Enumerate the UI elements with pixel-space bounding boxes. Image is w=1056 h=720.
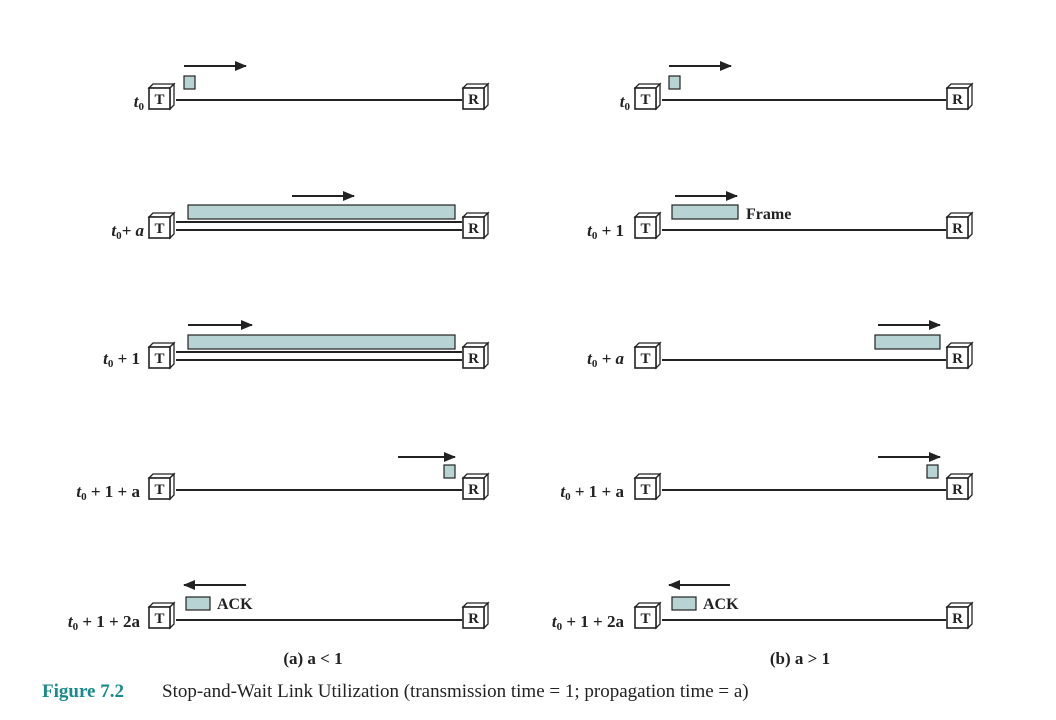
row-a1: t0 bbox=[134, 61, 462, 113]
panel-b-caption: (b) a > 1 bbox=[770, 649, 830, 668]
time-label: t0 + 1 bbox=[103, 349, 140, 370]
time-label: t0+ a bbox=[111, 221, 144, 242]
time-label: t0 + 1 + 2a bbox=[68, 612, 141, 633]
receiver-box-label: R bbox=[468, 611, 479, 627]
frame-packet bbox=[874, 334, 941, 350]
receiver-box-label: R bbox=[952, 611, 963, 627]
time-label: t0 + 1 + a bbox=[76, 482, 140, 503]
transmitter-box-label: T bbox=[154, 92, 164, 108]
ack-packet bbox=[185, 596, 211, 611]
receiver-box: R bbox=[461, 472, 490, 501]
receiver-box-label: R bbox=[468, 92, 479, 108]
receiver-box-label: R bbox=[952, 92, 963, 108]
row-a2: t0+ a bbox=[111, 191, 462, 242]
receiver-box: R bbox=[945, 82, 974, 111]
transmitter-box-label: T bbox=[154, 482, 164, 498]
transmitter-box: T bbox=[633, 82, 662, 111]
receiver-box-label: R bbox=[468, 351, 479, 367]
transmitter-box: T bbox=[633, 601, 662, 630]
row-b1: t0 bbox=[620, 61, 946, 113]
receiver-box: R bbox=[945, 601, 974, 630]
transmitter-box: T bbox=[147, 601, 176, 630]
frame-label: Frame bbox=[746, 206, 791, 223]
time-label: t0 bbox=[620, 92, 631, 113]
transmitter-box-label: T bbox=[640, 221, 650, 237]
receiver-box-label: R bbox=[952, 221, 963, 237]
transmitter-box-label: T bbox=[640, 92, 650, 108]
transmitter-box-label: T bbox=[154, 221, 164, 237]
frame-packet bbox=[443, 464, 456, 479]
ack-packet bbox=[671, 596, 697, 611]
time-label: t0 + 1 bbox=[587, 221, 624, 242]
transmitter-box-label: T bbox=[640, 482, 650, 498]
receiver-box-label: R bbox=[952, 351, 963, 367]
row-a3: t0 + 1 bbox=[103, 320, 462, 370]
time-label: t0 + a bbox=[587, 349, 624, 370]
row-a5: t0 + 1 + 2a ACK bbox=[68, 580, 462, 633]
station-boxes: T R T R T R T R T R T R T R T R T R T R bbox=[147, 82, 974, 630]
transmitter-box: T bbox=[633, 472, 662, 501]
receiver-box: R bbox=[461, 82, 490, 111]
panel-b: t0 t0 + 1 Frame t0 + a t0 + 1 + a bbox=[552, 61, 946, 668]
panel-a: t0 t0+ a t0 + 1 t0 + 1 + a bbox=[68, 61, 462, 668]
transmitter-box-label: T bbox=[154, 611, 164, 627]
receiver-box-label: R bbox=[468, 482, 479, 498]
receiver-box-label: R bbox=[468, 221, 479, 237]
time-label: t0 + 1 + a bbox=[560, 482, 624, 503]
row-b2: t0 + 1 Frame bbox=[587, 191, 946, 242]
frame-packet bbox=[668, 75, 681, 90]
transmitter-box: T bbox=[633, 341, 662, 370]
receiver-box: R bbox=[461, 601, 490, 630]
receiver-box: R bbox=[945, 341, 974, 370]
row-b4: t0 + 1 + a bbox=[560, 452, 946, 503]
frame-packet bbox=[187, 204, 456, 220]
receiver-box: R bbox=[461, 341, 490, 370]
transmitter-box: T bbox=[147, 211, 176, 240]
frame-packet bbox=[671, 204, 739, 220]
figure-number: Figure 7.2 bbox=[42, 681, 124, 702]
frame-packet bbox=[187, 334, 456, 350]
receiver-box: R bbox=[461, 211, 490, 240]
transmitter-box: T bbox=[633, 211, 662, 240]
transmitter-box: T bbox=[147, 82, 176, 111]
frame-packet bbox=[926, 464, 939, 479]
row-b5: t0 + 1 + 2a ACK bbox=[552, 580, 946, 633]
transmitter-box-label: T bbox=[154, 351, 164, 367]
ack-label: ACK bbox=[217, 596, 253, 613]
frame-packet bbox=[183, 75, 196, 90]
receiver-box: R bbox=[945, 211, 974, 240]
row-a4: t0 + 1 + a bbox=[76, 452, 462, 503]
transmitter-box-label: T bbox=[640, 611, 650, 627]
receiver-box-label: R bbox=[952, 482, 963, 498]
figure-caption: Stop-and-Wait Link Utilization (transmis… bbox=[162, 681, 749, 702]
transmitter-box-label: T bbox=[640, 351, 650, 367]
transmitter-box: T bbox=[147, 341, 176, 370]
receiver-box: R bbox=[945, 472, 974, 501]
time-label: t0 + 1 + 2a bbox=[552, 612, 625, 633]
row-b3: t0 + a bbox=[587, 320, 946, 370]
transmitter-box: T bbox=[147, 472, 176, 501]
panel-a-caption: (a) a < 1 bbox=[283, 649, 342, 668]
ack-label: ACK bbox=[703, 596, 739, 613]
time-label: t0 bbox=[134, 92, 145, 113]
